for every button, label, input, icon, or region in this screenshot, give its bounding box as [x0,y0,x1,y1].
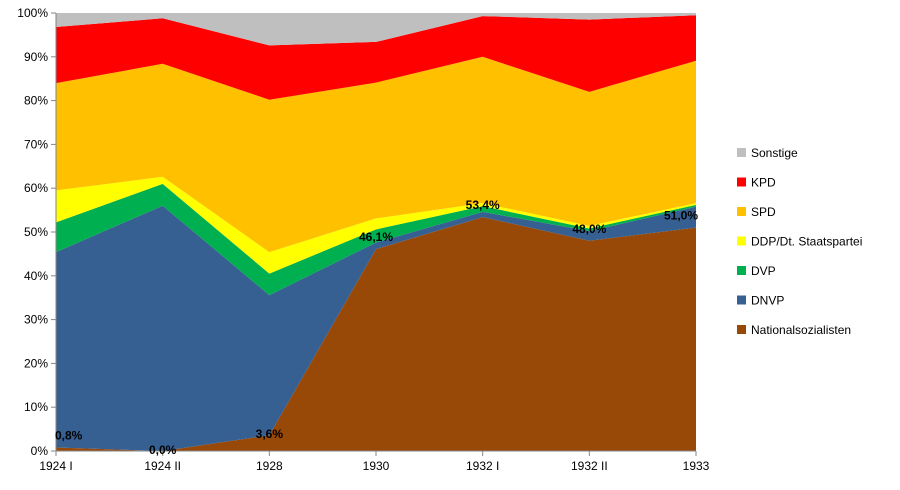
data-label: 3,6% [256,427,284,441]
legend-label: Nationalsozialisten [751,323,851,337]
legend-swatch [737,236,746,246]
data-label: 51,0% [664,209,698,223]
y-tick-label: 30% [24,313,48,327]
y-tick-label: 100% [17,6,48,20]
series-area-1 [56,205,696,451]
x-tick-label: 1932 I [466,459,499,473]
legend-swatch [737,295,746,305]
data-label: 0,0% [149,443,177,457]
chart-axes: 0% 10% 20% 30% 40% 50% 60% 70% 80% 90% 100% 1924 I 1… [17,6,709,473]
x-tick-label: 1933 [683,459,710,473]
data-label: 0,8% [55,428,83,442]
y-tick-label: 20% [24,356,48,370]
legend-swatch [737,325,746,334]
y-tick-label: 60% [24,181,48,195]
series-area-6 [56,13,696,46]
x-tick-label: 1932 II [571,459,608,473]
series-area-2 [56,183,696,296]
chart-areas [56,13,696,451]
data-label: 48,0% [572,222,606,236]
legend-label: DVP [751,264,776,278]
x-tick-label: 1924 I [39,459,72,473]
x-tick-label: 1924 II [144,459,181,473]
legend-label: Sonstige [751,146,798,160]
legend-swatch [737,177,746,187]
data-label: 46,1% [359,230,393,244]
chart-data-labels: 0,8% 0,0% 3,6% 46,1% 53,4% 48,0% 51,0% [55,198,698,457]
legend-label: SPD [751,205,776,219]
legend-swatch [737,266,746,275]
legend-label: KPD [751,176,776,190]
y-tick-label: 50% [24,225,48,239]
y-tick-label: 90% [24,50,48,64]
legend-swatch [737,148,746,157]
legend-label: DDP/Dt. Staatspartei [751,235,862,249]
legend-swatch [737,207,746,216]
y-tick-label: 80% [24,94,48,108]
y-tick-label: 40% [24,269,48,283]
legend-label: DNVP [751,294,784,308]
data-label: 53,4% [466,198,500,212]
y-tick-label: 0% [31,444,49,458]
y-tick-label: 10% [24,400,48,414]
series-area-3 [56,176,696,274]
x-tick-label: 1928 [256,459,283,473]
chart-legend: Sonstige KPD SPD DDP/Dt. Staatspartei DVP DNV… [737,146,862,337]
series-area-5 [56,15,696,100]
series-area-0 [56,217,696,451]
series-area-4 [56,56,696,253]
x-tick-label: 1930 [363,459,390,473]
y-tick-label: 70% [24,137,48,151]
